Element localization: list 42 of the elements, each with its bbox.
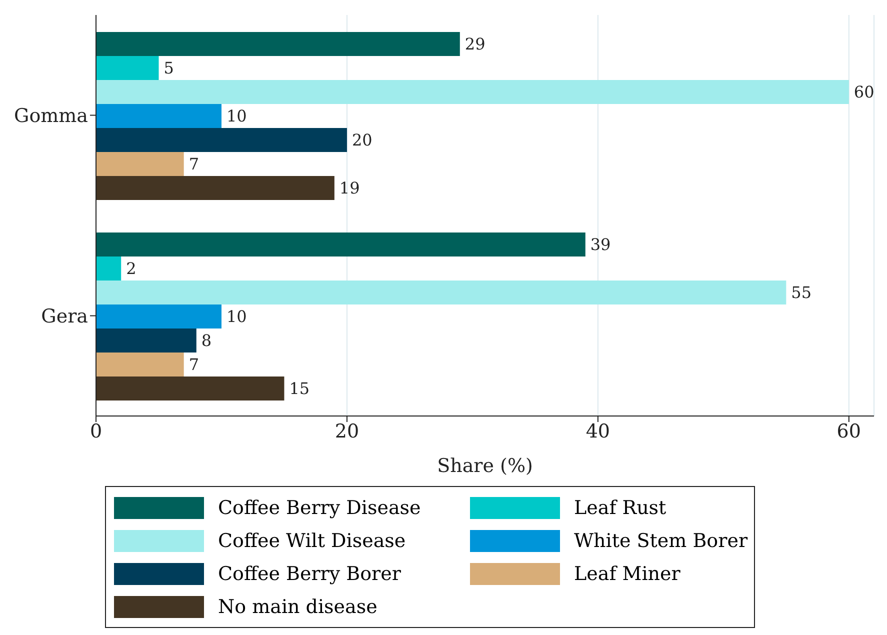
y-tick-label: Gera (41, 305, 88, 328)
bar (96, 232, 586, 256)
legend-label: Leaf Rust (574, 496, 666, 518)
bar (96, 280, 786, 304)
x-tick-label: 0 (90, 420, 102, 442)
data-label: 7 (188, 154, 200, 174)
data-label: 7 (188, 355, 200, 374)
data-label: 20 (352, 130, 372, 150)
bar (96, 56, 159, 80)
bar (96, 104, 222, 128)
data-label: 39 (590, 235, 611, 254)
bar (96, 328, 196, 352)
bar (96, 304, 222, 328)
data-label: 10 (226, 106, 247, 126)
data-label: 19 (339, 178, 360, 198)
bar (96, 352, 184, 376)
legend-label: White Stem Borer (574, 530, 748, 552)
bar (96, 176, 334, 200)
y-tick-label: Gomma (14, 104, 88, 127)
legend-label: Coffee Berry Borer (218, 562, 401, 584)
bar (96, 32, 460, 56)
legend-label: Coffee Berry Disease (218, 496, 421, 518)
data-label: 15 (289, 379, 310, 398)
data-label: 60 (854, 82, 874, 102)
data-label: 55 (791, 283, 812, 302)
bar (96, 376, 284, 400)
x-tick-label: 20 (334, 420, 360, 442)
data-label: 2 (126, 259, 136, 278)
data-label: 10 (226, 307, 247, 326)
bar (96, 152, 184, 176)
legend-label: Coffee Wilt Disease (218, 530, 406, 552)
data-label: 8 (201, 331, 212, 350)
bar (96, 80, 849, 104)
x-tick-label: 40 (586, 420, 610, 442)
x-tick-label: 60 (836, 420, 861, 442)
legend-label: No main disease (218, 596, 378, 618)
x-axis-title: Share (%) (437, 455, 533, 477)
legend-label: Leaf Miner (574, 562, 680, 584)
data-label: 29 (464, 34, 486, 54)
bar (96, 128, 347, 152)
bar (96, 256, 122, 280)
data-label: 5 (164, 58, 174, 78)
